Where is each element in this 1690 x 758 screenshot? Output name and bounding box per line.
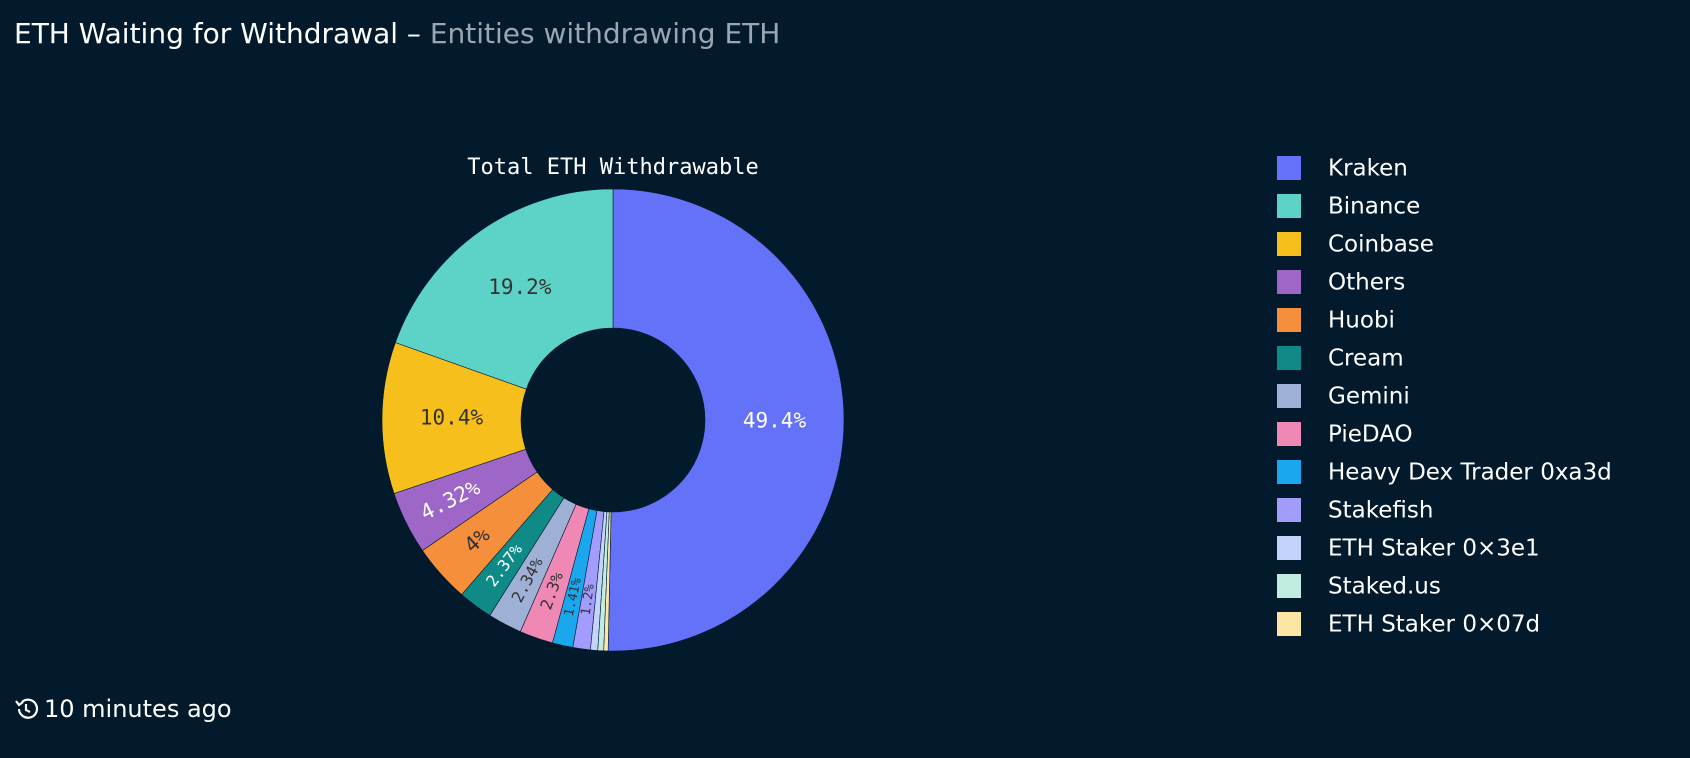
legend-swatch bbox=[1277, 384, 1301, 408]
pie-slice bbox=[603, 511, 612, 652]
updated-time: 10 minutes ago bbox=[44, 695, 232, 723]
legend-label: ETH Staker 0×07d bbox=[1328, 612, 1540, 638]
legend-label: PieDAO bbox=[1328, 422, 1413, 448]
legend-label: Coinbase bbox=[1328, 232, 1434, 258]
chart-title: Total ETH Withdrawable bbox=[467, 155, 758, 180]
title: ETH Waiting for Withdrawal bbox=[14, 17, 398, 50]
legend-swatch bbox=[1277, 460, 1301, 484]
legend-swatch bbox=[1277, 346, 1301, 370]
legend-label: ETH Staker 0×3e1 bbox=[1328, 536, 1540, 562]
legend-label: Kraken bbox=[1328, 156, 1408, 182]
legend-label: Binance bbox=[1328, 194, 1420, 220]
legend-swatch bbox=[1277, 422, 1301, 446]
legend: Kraken Binance Coinbase Others Huobi Cream Gem… bbox=[1277, 156, 1612, 638]
legend-label: Others bbox=[1328, 270, 1405, 296]
legend-label: Heavy Dex Trader 0xa3d bbox=[1328, 460, 1612, 486]
legend-label: Huobi bbox=[1328, 308, 1395, 334]
history-icon bbox=[15, 698, 39, 719]
slice-label: 10.4% bbox=[420, 406, 484, 430]
pie-slice bbox=[381, 342, 527, 494]
legend-label: Staked.us bbox=[1328, 574, 1441, 600]
legend-swatch bbox=[1277, 232, 1301, 256]
legend-swatch bbox=[1277, 498, 1301, 522]
pie-slice bbox=[393, 448, 538, 552]
legend-swatch bbox=[1277, 156, 1301, 180]
legend-swatch bbox=[1277, 574, 1301, 598]
pie-slice bbox=[394, 188, 614, 390]
pie-slice bbox=[489, 497, 577, 633]
legend-swatch bbox=[1277, 612, 1301, 636]
legend-swatch bbox=[1277, 270, 1301, 294]
legend-label: Gemini bbox=[1328, 384, 1410, 410]
separator: – bbox=[407, 17, 421, 50]
pie-slice bbox=[552, 508, 598, 648]
pie-slice bbox=[461, 489, 565, 616]
subtitle: Entities withdrawing ETH bbox=[430, 17, 780, 50]
legend-swatch bbox=[1277, 536, 1301, 560]
slice-label: 49.4% bbox=[743, 409, 807, 433]
slice-label: 19.2% bbox=[488, 275, 552, 299]
legend-swatch bbox=[1277, 194, 1301, 218]
legend-label: Stakefish bbox=[1328, 498, 1433, 524]
legend-swatch bbox=[1277, 308, 1301, 332]
slice-label: 1.2% bbox=[579, 583, 598, 616]
pie-slice bbox=[607, 188, 845, 652]
pie-slice bbox=[422, 471, 554, 596]
pie-slice bbox=[520, 503, 590, 644]
pie: 49.4%19.2%10.4%4.32%4%2.37%2.34%2.3%1.41… bbox=[381, 188, 845, 652]
header: ETH Waiting for Withdrawal – Entities wi… bbox=[14, 17, 780, 50]
legend-label: Cream bbox=[1328, 346, 1404, 372]
pie-slice bbox=[572, 510, 605, 651]
